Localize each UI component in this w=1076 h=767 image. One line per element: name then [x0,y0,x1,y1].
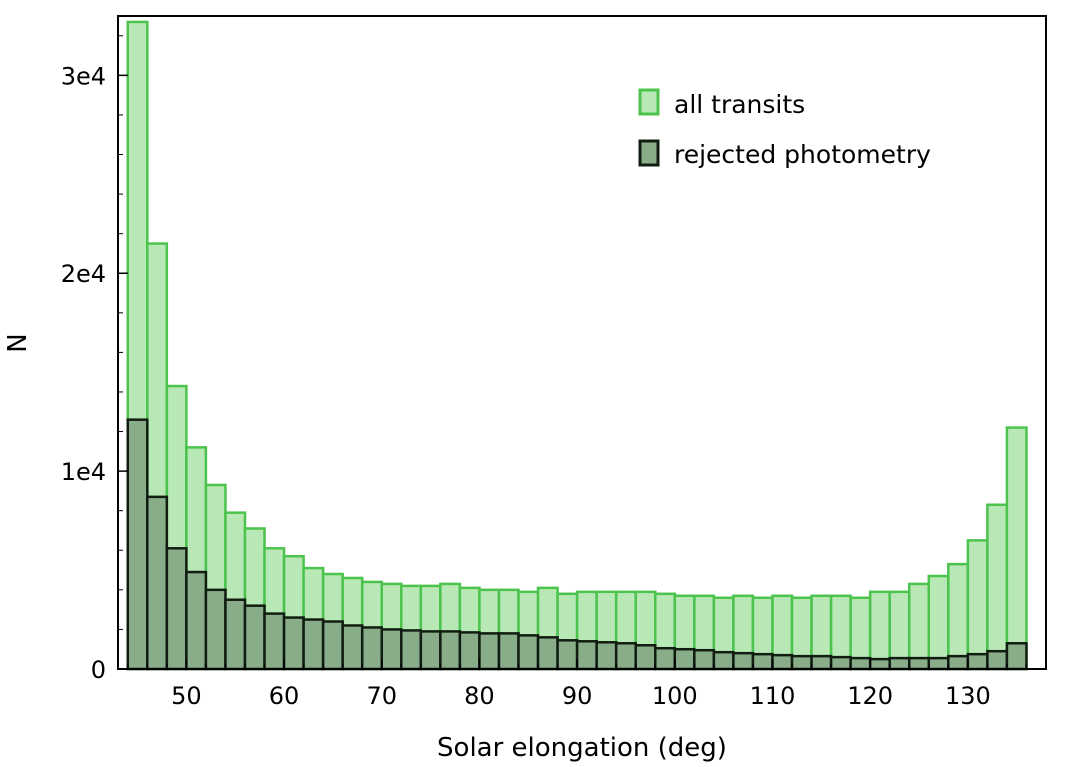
bar-rejected-photometry [302,618,325,671]
legend-swatch-all-transits [638,88,660,116]
bar-rejected-photometry [947,654,970,671]
legend-item-rejected-photometry: rejected photometry [638,139,931,169]
bar-rejected-photometry [497,632,520,671]
axes: 50 60 70 80 90 100 110 120 130 0 1e4 2e4 3e4 [61,35,1027,710]
bar-rejected-photometry [243,604,266,671]
bar-rejected-photometry [927,656,950,671]
bar-rejected-photometry [829,655,852,671]
bar-rejected-photometry [400,629,423,671]
y-tick-label: 0 [91,656,106,684]
bar-rejected-photometry [575,640,598,671]
bar-rejected-photometry [614,642,637,671]
bar-rejected-photometry [654,646,677,671]
bar-rejected-photometry [224,598,247,671]
bar-rejected-photometry [751,652,774,671]
x-tick-label: 110 [750,682,796,710]
legend-label-all-transits: all transits [674,90,805,119]
y-tick-label: 3e4 [61,62,106,90]
legend-item-all-transits: all transits [638,88,805,119]
x-tick-label: 90 [562,682,593,710]
bar-rejected-photometry [536,636,559,671]
x-tick-label: 100 [652,682,698,710]
bar-rejected-photometry [380,628,403,671]
bar-rejected-photometry [263,612,286,671]
bar-all-transits [868,590,891,671]
bar-all-transits [947,562,970,671]
y-tick-label: 2e4 [61,260,106,288]
bar-rejected-photometry [888,656,911,671]
bar-rejected-photometry [986,649,1009,671]
bar-rejected-photometry [478,632,501,671]
legend-swatch-rejected-photometry [638,139,660,167]
x-tick-label: 130 [945,682,991,710]
bar-rejected-photometry [419,630,442,671]
bar-rejected-photometry [693,648,716,671]
bar-rejected-photometry [1005,642,1028,671]
bar-rejected-photometry [673,647,696,671]
bar-rejected-photometry [790,654,813,671]
bar-all-transits [927,574,950,671]
y-axis-title: N [3,333,33,352]
bar-rejected-photometry [165,547,188,671]
bar-rejected-photometry [595,641,618,671]
bar-rejected-photometry [556,639,579,671]
bar-all-transits [986,503,1009,671]
x-tick-label: 120 [847,682,893,710]
y-tick-label: 1e4 [61,458,106,486]
plot-frame [117,15,1047,670]
bar-rejected-photometry [634,644,657,671]
bar-rejected-photometry [439,630,462,671]
bar-rejected-photometry [458,631,481,671]
bar-all-transits [1005,426,1028,671]
bar-rejected-photometry [126,418,149,671]
bar-rejected-photometry [282,616,305,671]
x-tick-label: 80 [464,682,495,710]
bar-rejected-photometry [849,656,872,671]
bar-rejected-photometry [868,657,891,671]
bar-rejected-photometry [185,570,208,671]
x-tick-label: 60 [269,682,300,710]
bar-rejected-photometry [907,656,931,671]
bar-rejected-photometry [321,620,344,671]
legend-label-rejected-photometry: rejected photometry [674,140,931,169]
x-axis-title: Solar elongation (deg) [437,733,727,763]
bar-rejected-photometry [771,653,794,671]
legend: all transits rejected photometry [638,88,931,169]
bar-rejected-photometry [712,650,735,671]
bar-all-transits [966,539,989,671]
bar-rejected-photometry [146,495,169,671]
bar-rejected-photometry [517,634,540,671]
bar-rejected-photometry [204,588,227,671]
bar-all-transits [907,582,931,671]
bar-rejected-photometry [966,652,989,671]
series-all-transits [126,20,1028,671]
bar-rejected-photometry [341,624,364,671]
x-tick-label: 70 [366,682,397,710]
bar-rejected-photometry [732,651,755,671]
bar-rejected-photometry [810,654,833,671]
x-tick-label: 50 [171,682,202,710]
bar-rejected-photometry [360,626,383,671]
